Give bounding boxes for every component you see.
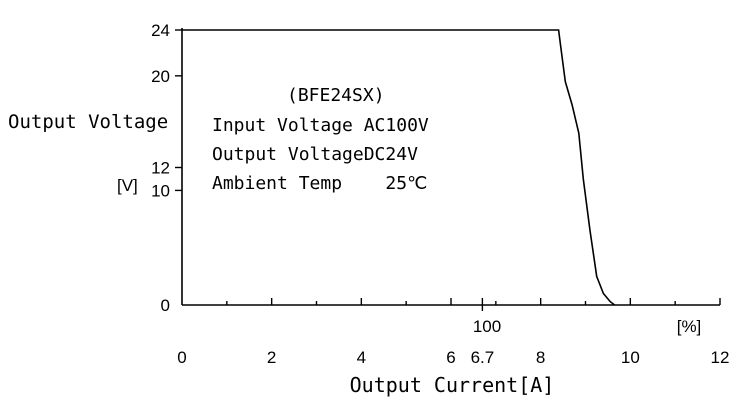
- voltage-current-curve: [182, 29, 616, 306]
- output-voltage-annotation: Output VoltageDC24V: [212, 144, 418, 165]
- y-tick-label-24: 24: [151, 21, 170, 40]
- x-axis-label: Output Current[A]: [350, 373, 555, 397]
- y-axis-label: Output Voltage: [8, 111, 168, 133]
- y-tick-label-20: 20: [151, 67, 170, 86]
- x-tick-label-12: 12: [711, 348, 730, 367]
- x-tick-label-6: 6: [446, 348, 455, 367]
- x-tick-label-10: 10: [621, 348, 640, 367]
- model-annotation: (BFE24SX): [287, 85, 385, 106]
- y-axis-ticks: 0 10 12 20 24: [151, 21, 182, 315]
- y-axis-unit: [V]: [117, 176, 138, 195]
- percent-unit: [%]: [677, 317, 702, 336]
- y-tick-label-0: 0: [161, 296, 170, 315]
- y-tick-label-12: 12: [151, 159, 170, 178]
- x-tick-label-0: 0: [177, 348, 186, 367]
- x-axis-ticks: 0 2 4 6 6.7 8 10 12: [177, 298, 729, 367]
- x-tick-label-6.7: 6.7: [471, 348, 495, 367]
- x-tick-label-2: 2: [267, 348, 276, 367]
- x-tick-label-8: 8: [536, 348, 545, 367]
- input-voltage-annotation: Input Voltage AC100V: [212, 115, 429, 136]
- ambient-temp-annotation: Ambient Temp 25℃: [212, 173, 427, 194]
- y-tick-label-10: 10: [151, 181, 170, 200]
- x-tick-label-4: 4: [357, 348, 366, 367]
- percent-marker-label: 100: [473, 317, 501, 336]
